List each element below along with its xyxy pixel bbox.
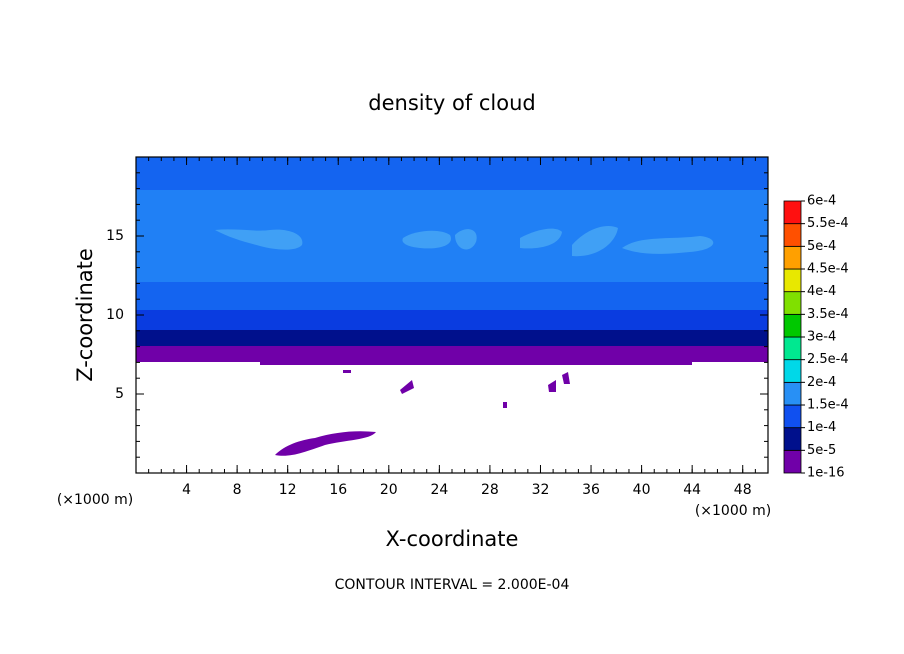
colorbar-label: 4e-4: [807, 284, 836, 299]
colorbar-swatch: [783, 245, 802, 270]
contour-fill: [548, 380, 556, 392]
x-tick-label: 24: [430, 482, 448, 498]
contour-fill: [562, 372, 570, 384]
contour-fill: [520, 228, 562, 249]
colorbar-label: 5e-5: [807, 443, 836, 458]
colorbar-swatch: [783, 404, 802, 429]
colorbar-label: 6e-4: [807, 194, 836, 209]
colorbar-swatch: [783, 223, 802, 247]
x-tick-label: 20: [380, 482, 398, 498]
colorbar-swatch: [783, 313, 802, 338]
contour-fill: [215, 229, 303, 250]
annotation: CONTOUR INTERVAL = 2.000E-04: [335, 577, 570, 593]
colorbar-label: 4.5e-4: [807, 262, 849, 277]
x-tick-label: 40: [633, 482, 651, 498]
x-unit-label: (×1000 m): [695, 503, 771, 519]
y-tick-label: 15: [106, 228, 124, 244]
colorbar-swatch: [783, 427, 802, 451]
colorbar-label: 1.5e-4: [807, 398, 849, 413]
y-unit-label: (×1000 m): [57, 492, 133, 508]
x-tick-label: 48: [734, 482, 752, 498]
contour-fill: [136, 310, 768, 330]
contour-fill: [136, 282, 768, 310]
x-tick-label: 36: [582, 482, 600, 498]
contour-fill: [455, 229, 477, 250]
contour-fill: [622, 236, 714, 254]
contour-fill: [136, 346, 768, 365]
y-tick-label: 10: [106, 307, 124, 323]
colorbar-swatch: [783, 359, 802, 383]
colorbar-label: 5.5e-4: [807, 216, 849, 231]
colorbar-label: 1e-4: [807, 420, 836, 435]
colorbar-label: 3.5e-4: [807, 307, 849, 322]
chart-title: density of cloud: [368, 91, 535, 115]
colorbar-swatch: [783, 268, 802, 293]
x-tick-label: 28: [481, 482, 499, 498]
contour-fill: [343, 370, 351, 373]
colorbar-swatch: [783, 336, 802, 361]
colorbar-swatch: [783, 381, 802, 406]
x-tick-label: 12: [279, 482, 297, 498]
contour-fill: [400, 380, 414, 394]
colorbar-label: 5e-4: [807, 239, 836, 254]
y-axis-label: Z-coordinate: [73, 248, 97, 382]
contour-fill: [402, 230, 451, 249]
colorbar-label: 2.5e-4: [807, 352, 849, 367]
x-tick-label: 32: [532, 482, 550, 498]
colorbar-swatch: [783, 449, 802, 474]
x-tick-label: 16: [329, 482, 347, 498]
contour-fill: [572, 225, 618, 257]
contour-field: [136, 157, 768, 473]
x-tick-label: 44: [683, 482, 701, 498]
y-tick-label: 5: [115, 386, 124, 402]
colorbar-label: 1e-16: [807, 466, 845, 481]
colorbar-label: 2e-4: [807, 375, 836, 390]
colorbar-label: 3e-4: [807, 330, 836, 345]
colorbar-swatch: [783, 291, 802, 315]
contour-fill: [275, 431, 376, 456]
x-axis-label: X-coordinate: [386, 527, 519, 551]
colorbar-swatch: [783, 200, 802, 225]
x-tick-label: 8: [233, 482, 242, 498]
contour-fill: [503, 402, 507, 408]
x-tick-label: 4: [182, 482, 191, 498]
contour-fill: [136, 157, 768, 190]
contour-fill: [136, 330, 768, 346]
